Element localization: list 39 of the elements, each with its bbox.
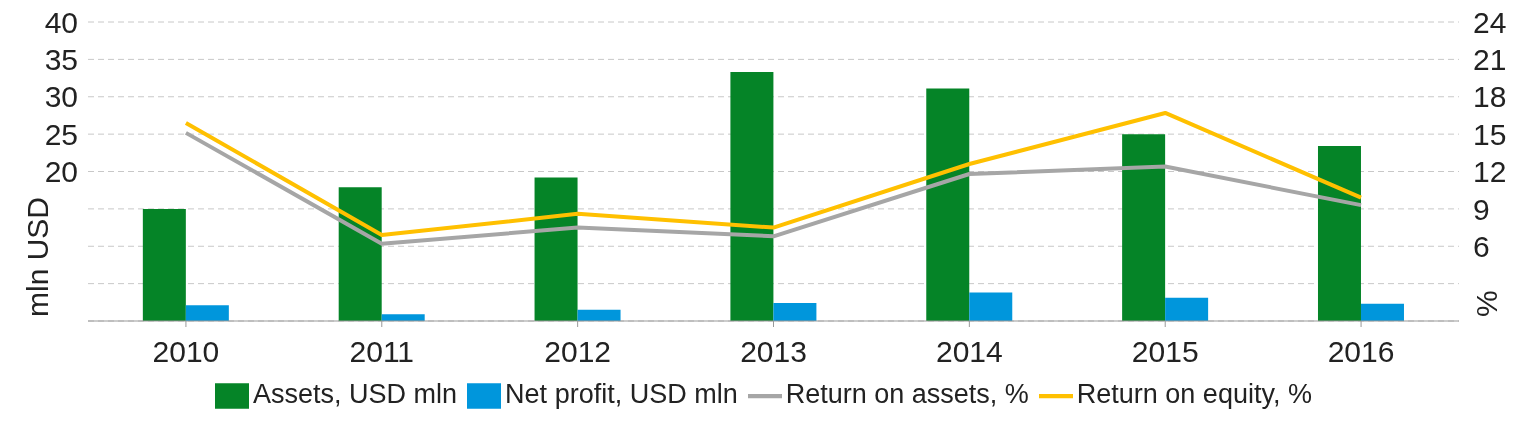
bar bbox=[1165, 297, 1209, 321]
bar bbox=[730, 72, 774, 321]
bar bbox=[773, 303, 817, 321]
line-series bbox=[183, 130, 1364, 246]
y2-tick-label: 9 bbox=[1473, 192, 1490, 226]
y2-tick-label: 6 bbox=[1473, 229, 1490, 263]
bar bbox=[969, 292, 1013, 321]
y2-tick-label: 21 bbox=[1473, 43, 1507, 77]
bar bbox=[1360, 303, 1404, 321]
line-series bbox=[183, 110, 1364, 238]
y-tick-label: 35 bbox=[44, 43, 78, 77]
x-tick-label: 2011 bbox=[349, 335, 415, 369]
bar bbox=[1317, 146, 1361, 321]
y-tick-label: 20 bbox=[44, 155, 78, 189]
y2-tick-label: 18 bbox=[1473, 80, 1507, 114]
x-tick-label: 2014 bbox=[935, 335, 1003, 369]
y2-tick-label: 12 bbox=[1473, 155, 1507, 189]
y2-axis-title: % bbox=[1470, 290, 1503, 317]
bar bbox=[142, 208, 186, 321]
legend-label: Return on equity, % bbox=[1076, 379, 1312, 410]
legend-label: Net profit, USD mln bbox=[505, 379, 738, 410]
x-tick-label: 2016 bbox=[1327, 335, 1395, 369]
x-tick-label: 2012 bbox=[544, 335, 612, 369]
y2-tick-label: 24 bbox=[1473, 5, 1507, 39]
bar bbox=[185, 305, 229, 321]
legend-label: Return on assets, % bbox=[785, 379, 1029, 410]
bar bbox=[338, 187, 382, 321]
bar bbox=[926, 88, 970, 321]
y-tick-label: 25 bbox=[44, 117, 78, 151]
x-tick-label: 2010 bbox=[152, 335, 220, 369]
bar bbox=[534, 177, 578, 321]
legend-label: Assets, USD mln bbox=[253, 379, 458, 410]
y-axis-title: mln USD bbox=[21, 196, 54, 317]
y2-tick-label: 15 bbox=[1473, 117, 1507, 151]
bar bbox=[1122, 134, 1166, 321]
y-tick-label: 40 bbox=[44, 5, 78, 39]
y-tick-label: 30 bbox=[44, 80, 78, 114]
x-tick-label: 2013 bbox=[740, 335, 807, 369]
x-tick-label: 2015 bbox=[1131, 335, 1199, 369]
